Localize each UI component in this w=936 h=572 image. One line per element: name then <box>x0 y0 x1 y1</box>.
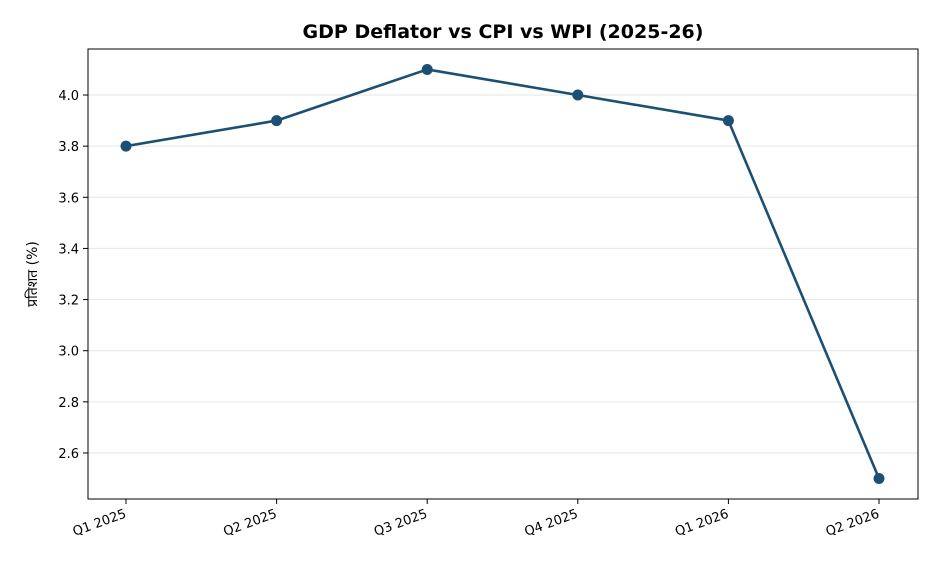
chart-title: GDP Deflator vs CPI vs WPI (2025-26) <box>303 21 704 43</box>
y-tick-label: 3.4 <box>58 242 79 257</box>
y-axis: 2.6 2.8 3.0 3.2 3.4 3.6 3.8 4.0 <box>58 89 88 462</box>
data-point <box>722 115 734 127</box>
y-tick-label: 3.6 <box>58 191 79 206</box>
x-tick-label: Q2 2025 <box>221 507 279 540</box>
data-point <box>271 115 283 127</box>
y-tick-label: 3.0 <box>58 345 79 360</box>
x-tick-label: Q4 2025 <box>523 507 581 540</box>
y-tick-label: 3.2 <box>58 294 79 309</box>
x-tick-label: Q3 2025 <box>372 507 430 540</box>
y-axis-label: प्रतिशत (%) <box>24 241 41 307</box>
plot-frame <box>87 48 919 500</box>
series-line <box>125 68 881 480</box>
data-point <box>873 473 885 485</box>
data-point <box>572 89 584 101</box>
y-tick-label: 3.8 <box>58 140 79 155</box>
x-tick-label: Q2 2026 <box>824 507 882 540</box>
x-axis: Q1 2025 Q2 2025 Q3 2025 Q4 2025 Q1 2026 Q2 20… <box>71 499 882 540</box>
data-point <box>120 140 132 152</box>
x-tick-label: Q1 2025 <box>71 507 129 540</box>
y-gridlines <box>88 94 918 454</box>
y-tick-label: 2.6 <box>58 447 79 462</box>
x-tick-label: Q1 2026 <box>673 507 731 540</box>
y-tick-label: 4.0 <box>58 89 79 104</box>
y-tick-label: 2.8 <box>58 396 79 411</box>
data-point <box>421 63 433 75</box>
series-layer <box>120 63 885 485</box>
